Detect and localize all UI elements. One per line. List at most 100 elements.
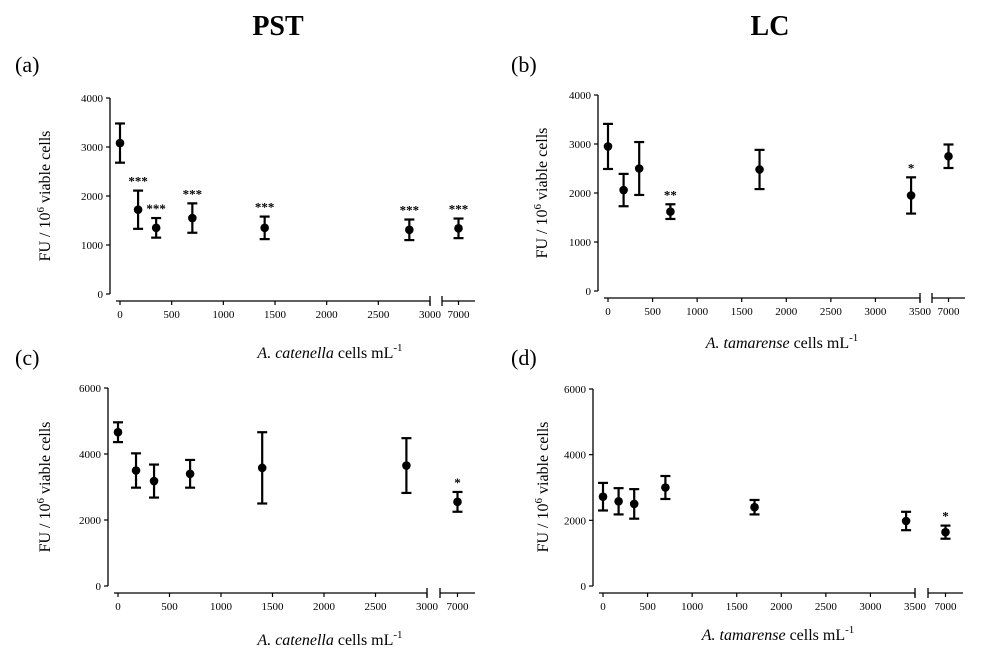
data-point (453, 497, 462, 507)
x-tick-label: 2500 (367, 309, 390, 321)
x-tick-label: 0 (605, 306, 611, 318)
y-tick-label: 1000 (81, 240, 104, 252)
data-point (260, 223, 269, 233)
x-tick-label: 2500 (815, 601, 838, 613)
data-point (944, 151, 953, 161)
y-tick-label: 0 (581, 581, 587, 593)
x-tick-label: 3000 (416, 601, 439, 613)
x-axis-label: A. catenella cells mL-1 (256, 629, 402, 649)
data-point (666, 207, 675, 216)
y-axis-label: FU / 106 viable cells (35, 131, 54, 262)
chart-panel: (b) 0 1000 2000 3000 4000 0 500 1000 1500 2000 2500… (511, 52, 965, 352)
data-point (941, 527, 950, 537)
y-tick-label: 2000 (564, 515, 587, 527)
data-point (188, 213, 197, 223)
y-axis-label: FU / 106 viable cells (35, 422, 54, 553)
data-point (131, 466, 141, 475)
x-tick-label: 7000 (448, 309, 471, 321)
y-axis-label: FU / 106 viable cells (533, 422, 552, 553)
data-point (755, 165, 764, 174)
y-tick-label: 0 (586, 286, 592, 298)
data-point (603, 142, 613, 151)
x-tick-label: 1500 (262, 601, 285, 613)
column-title-pst: PST (252, 11, 304, 42)
x-axis-label: A. catenella cells mL-1 (256, 342, 402, 362)
chart-panel: (a) 0 1000 2000 3000 4000 0 500 1000 1500 2000 2500… (15, 52, 475, 362)
y-tick-label: 3000 (569, 139, 592, 151)
x-tick-label: 1000 (681, 601, 704, 613)
x-tick-label: 500 (644, 306, 661, 318)
x-tick-label: 3000 (864, 306, 887, 318)
y-tick-label: 0 (96, 581, 102, 593)
x-tick-label: 1000 (212, 309, 235, 321)
x-tick-label: 3000 (859, 601, 882, 613)
chart-panel: (c) 0 2000 4000 6000 0 500 1000 1500 2000 2500 3000… (15, 345, 475, 649)
data-point (619, 185, 628, 195)
data-point (750, 502, 759, 512)
significance-label: * (454, 475, 461, 490)
panel-label: (a) (15, 52, 39, 77)
x-tick-label: 1000 (210, 601, 233, 613)
x-tick-label: 2000 (316, 309, 339, 321)
significance-label: *** (449, 202, 469, 217)
x-tick-label: 1000 (686, 306, 709, 318)
x-tick-label: 3500 (904, 601, 927, 613)
column-title-lc: LC (751, 11, 790, 42)
y-axis-label: FU / 106 viable cells (532, 128, 551, 259)
y-tick-label: 4000 (81, 93, 104, 105)
data-point (149, 476, 159, 486)
x-tick-label: 3000 (419, 309, 442, 321)
data-point (257, 463, 267, 473)
x-tick-label: 2000 (775, 306, 798, 318)
x-tick-label: 1500 (726, 601, 749, 613)
y-tick-label: 4000 (79, 449, 102, 461)
x-axis-label: A. tamarense cells mL-1 (701, 624, 855, 644)
significance-label: * (942, 509, 949, 524)
x-tick-label: 0 (115, 601, 121, 613)
y-tick-label: 4000 (564, 450, 587, 462)
panel-label: (d) (511, 345, 537, 370)
x-tick-label: 7000 (938, 306, 961, 318)
data-point (151, 223, 161, 233)
x-tick-label: 7000 (935, 601, 958, 613)
x-axis-label: A. tamarense cells mL-1 (705, 332, 859, 352)
data-point (598, 492, 608, 501)
significance-label: *** (183, 186, 203, 201)
y-tick-label: 0 (98, 289, 104, 301)
y-tick-label: 6000 (79, 383, 102, 395)
data-point (629, 499, 639, 509)
x-tick-label: 0 (600, 601, 606, 613)
significance-label: ** (664, 187, 677, 202)
panel-label: (b) (511, 52, 537, 77)
panel-label: (c) (15, 345, 39, 370)
data-point (185, 469, 195, 479)
y-tick-label: 6000 (564, 384, 587, 396)
significance-label: *** (146, 201, 166, 216)
data-point (115, 138, 125, 148)
data-point (906, 191, 916, 200)
data-point (661, 483, 670, 492)
x-tick-label: 2000 (770, 601, 793, 613)
chart-panel: (d) 0 2000 4000 6000 0 500 1000 1500 2000 2500 3000… (511, 345, 963, 644)
data-point (614, 496, 623, 506)
x-tick-label: 1500 (264, 309, 287, 321)
x-tick-label: 2500 (365, 601, 388, 613)
significance-label: *** (128, 174, 148, 189)
significance-label: * (908, 160, 915, 175)
x-tick-label: 500 (163, 309, 180, 321)
data-point (113, 427, 123, 437)
x-tick-label: 1500 (731, 306, 754, 318)
data-point (405, 225, 414, 235)
y-tick-label: 2000 (569, 188, 592, 200)
y-tick-label: 1000 (569, 237, 592, 249)
significance-label: *** (400, 203, 420, 218)
data-point (454, 224, 463, 233)
y-tick-label: 3000 (81, 142, 104, 154)
data-point (901, 516, 911, 526)
x-tick-label: 3500 (909, 306, 932, 318)
data-point (634, 164, 644, 173)
x-tick-label: 500 (639, 601, 656, 613)
y-tick-label: 4000 (569, 90, 592, 102)
x-tick-label: 2000 (313, 601, 336, 613)
